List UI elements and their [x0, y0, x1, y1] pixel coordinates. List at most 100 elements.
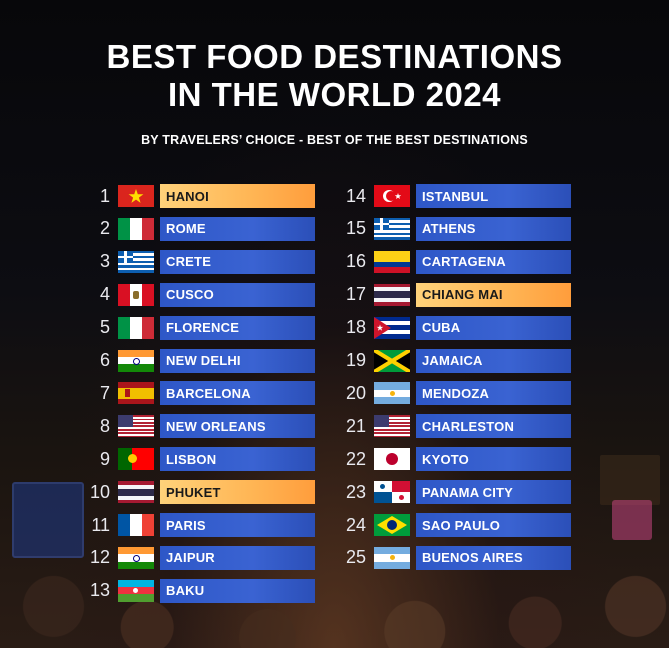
flag-turkey-icon — [374, 185, 410, 207]
street-sign — [600, 455, 660, 505]
destination-name: BARCELONA — [160, 381, 315, 406]
ranking-row: 18 CUBA — [336, 315, 571, 341]
flag-jamaica-icon — [374, 349, 410, 372]
ranking-row: 23 PANAMA CITY — [336, 479, 571, 505]
ranking-row: 19 JAMAICA — [336, 348, 571, 374]
rank-number: 23 — [345, 481, 366, 502]
destination-name: CUSCO — [160, 282, 315, 307]
flag-france-icon — [118, 514, 154, 536]
flag-spain-icon — [118, 382, 154, 405]
flag-greece-icon — [374, 217, 410, 240]
rank-number: 21 — [345, 415, 366, 436]
rank-number: 14 — [345, 185, 366, 206]
ranking-row: 15 ATHENS — [336, 216, 571, 242]
flag-azerbaijan-icon — [118, 579, 154, 602]
flag-brazil-icon — [374, 514, 410, 536]
rank-number: 9 — [99, 448, 110, 469]
flag-italy-icon — [118, 316, 154, 339]
destination-name: NEW DELHI — [160, 348, 315, 373]
ranking-row: 1 HANOI — [80, 183, 315, 209]
ranking-row: 24 SAO PAULO — [336, 512, 571, 538]
destination-name: PANAMA CITY — [416, 480, 571, 505]
destination-name: ATHENS — [416, 216, 571, 241]
flag-panama-icon — [374, 481, 410, 504]
rank-number: 17 — [345, 284, 366, 305]
rank-number: 13 — [89, 580, 110, 601]
flag-portugal-icon — [118, 448, 154, 471]
ranking-row: 17 CHIANG MAI — [336, 282, 571, 308]
rank-number: 3 — [99, 251, 110, 272]
destination-name: KYOTO — [416, 447, 571, 472]
flag-usa-icon — [118, 415, 154, 438]
page-title: BEST FOOD DESTINATIONS IN THE WORLD 2024 — [0, 38, 669, 114]
rank-number: 20 — [345, 382, 366, 403]
rank-number: 18 — [345, 317, 366, 338]
rank-number: 11 — [91, 514, 110, 535]
ranking-row: 12 JAIPUR — [80, 545, 315, 571]
flag-india-icon — [118, 349, 154, 372]
destination-name: CHARLESTON — [416, 414, 571, 439]
rank-number: 22 — [345, 448, 366, 469]
title-line-1: BEST FOOD DESTINATIONS — [106, 38, 563, 75]
flag-colombia-icon — [374, 250, 410, 273]
rank-number: 5 — [99, 317, 110, 338]
rank-number: 10 — [89, 481, 110, 502]
destination-name: BUENOS AIRES — [416, 545, 571, 570]
ranking-row: 3 CRETE — [80, 249, 315, 275]
flag-greece-icon — [118, 250, 154, 273]
rank-number: 24 — [345, 514, 366, 535]
destination-name: CRETE — [160, 249, 315, 274]
destination-name: NEW ORLEANS — [160, 414, 315, 439]
flag-cuba-icon — [374, 316, 410, 339]
ranking-row: 7 BARCELONA — [80, 380, 315, 406]
destination-name: MENDOZA — [416, 381, 571, 406]
ranking-row: 9 LISBON — [80, 446, 315, 472]
ranking-row: 5 FLORENCE — [80, 315, 315, 341]
ranking-row: 20 MENDOZA — [336, 380, 571, 406]
crowd-photo — [0, 440, 669, 648]
destination-name: ISTANBUL — [416, 184, 571, 208]
flag-thailand-icon — [374, 283, 410, 306]
rank-number: 25 — [345, 547, 366, 568]
destination-name: BAKU — [160, 578, 315, 603]
flag-india-icon — [118, 546, 154, 569]
ranking-row: 16 CARTAGENA — [336, 249, 571, 275]
destination-name: CHIANG MAI — [416, 282, 571, 307]
destination-name: HANOI — [160, 184, 315, 208]
destination-name: JAMAICA — [416, 348, 571, 373]
menu-board-sign — [12, 482, 84, 558]
page-subtitle: BY TRAVELERS’ CHOICE - BEST OF THE BEST … — [141, 133, 528, 147]
flag-peru-icon — [118, 283, 154, 306]
rank-number: 8 — [99, 415, 110, 436]
ranking-row: 11 PARIS — [80, 512, 315, 538]
flag-japan-icon — [374, 448, 410, 471]
flag-usa-icon — [374, 415, 410, 438]
flag-thailand-icon — [118, 481, 154, 504]
flag-vietnam-icon — [118, 185, 154, 207]
destination-name: ROME — [160, 216, 315, 241]
flag-argentina-icon — [374, 382, 410, 405]
rank-number: 1 — [99, 185, 110, 206]
destination-name: CUBA — [416, 315, 571, 340]
rank-number: 12 — [89, 547, 110, 568]
ranking-row: 6 NEW DELHI — [80, 348, 315, 374]
rank-number: 19 — [345, 350, 366, 370]
neon-sign — [612, 500, 652, 540]
destination-name: JAIPUR — [160, 545, 315, 570]
flag-argentina-icon — [374, 546, 410, 569]
destination-name: LISBON — [160, 447, 315, 472]
rank-number: 6 — [99, 350, 110, 370]
destination-name: FLORENCE — [160, 315, 315, 340]
ranking-row: 10 PHUKET — [80, 479, 315, 505]
rank-number: 7 — [99, 382, 110, 403]
ranking-row: 21 CHARLESTON — [336, 413, 571, 439]
ranking-row: 4 CUSCO — [80, 282, 315, 308]
rank-number: 16 — [345, 251, 366, 272]
destination-name: PHUKET — [160, 480, 315, 505]
ranking-row: 22 KYOTO — [336, 446, 571, 472]
title-line-2: IN THE WORLD 2024 — [167, 76, 502, 113]
rank-number: 4 — [99, 284, 110, 305]
destination-name: CARTAGENA — [416, 249, 571, 274]
rank-number: 2 — [99, 218, 110, 239]
destination-name: PARIS — [160, 513, 315, 537]
